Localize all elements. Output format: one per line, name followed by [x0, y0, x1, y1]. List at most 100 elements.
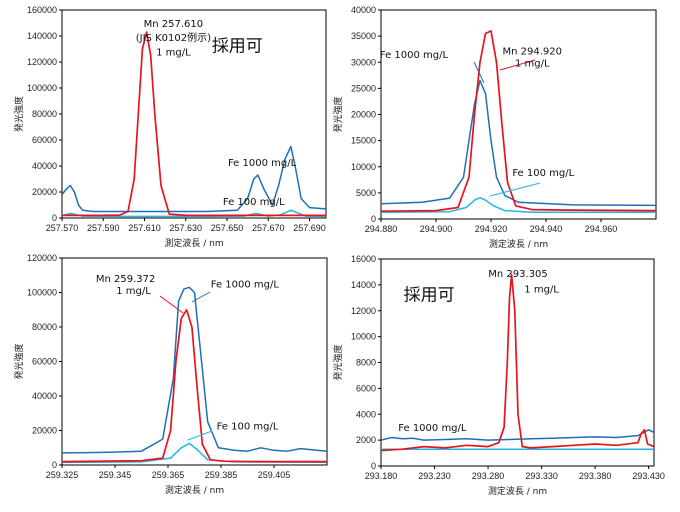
annotation-connector [473, 61, 485, 84]
x-tick-label: 257.570 [46, 223, 79, 233]
series-line-mn [62, 308, 327, 463]
y-tick-label: 16000 [351, 254, 376, 264]
y-tick-label: 120000 [27, 253, 57, 263]
annotation-connector [489, 182, 541, 197]
annotation-label: Fe 100 mg/L [512, 168, 574, 179]
annotation-label: Fe 1000 mg/L [211, 279, 280, 290]
y-tick-label: 80000 [32, 109, 57, 119]
annotation-label: 1 mg/L [524, 285, 559, 296]
y-tick-label: 12000 [351, 306, 376, 316]
y-tick-label: 0 [371, 461, 376, 471]
y-tick-label: 60000 [32, 135, 57, 145]
y-tick-label: 20000 [32, 426, 57, 436]
x-axis-title: 測定波長 / nm [164, 237, 223, 249]
annotation-label: 1 mg/L [156, 48, 191, 59]
x-tick-label: 293.380 [579, 471, 612, 481]
y-tick-label: 6000 [356, 383, 376, 393]
y-axis-title: 発光強度 [13, 96, 25, 132]
x-tick-label: 257.630 [169, 223, 202, 233]
chart-panel-2: 0 5000 10000 15000 20000 25000 30000 35000 40000… [332, 5, 657, 250]
annotation-label: Mn 259.372 [96, 274, 156, 285]
y-tick-label: 60000 [32, 357, 57, 367]
x-tick-label: 257.650 [211, 223, 244, 233]
annotation-label: (JIS K0102例示) [136, 31, 211, 44]
annotation-label: Mn 294.920 [503, 46, 563, 57]
x-tick-label: 293.230 [418, 471, 451, 481]
x-tick-label: 293.330 [525, 471, 558, 481]
x-tick-label: 259.325 [46, 470, 79, 480]
y-tick-label: 0 [52, 460, 57, 470]
series-line-fe1000 [62, 145, 326, 213]
annotation-connector [159, 295, 184, 314]
y-tick-label: 100000 [27, 288, 57, 298]
y-tick-label: 40000 [32, 391, 57, 401]
x-axis-title: 測定波長 / nm [488, 485, 547, 497]
chart-panel-1: 0 20000 40000 60000 80000 100000 120000 140000 1… [13, 5, 327, 249]
x-tick-label: 293.280 [472, 471, 505, 481]
y-tick-label: 20000 [351, 110, 376, 120]
annotation-label: Fe 1000 mg/L [380, 50, 449, 61]
annotation-connector [499, 59, 536, 71]
annotation-label: Fe 100 mg/L [223, 197, 285, 208]
annotation-label: Fe 1000 mg/L [398, 423, 467, 434]
x-tick-label: 293.430 [632, 471, 665, 481]
x-tick-label: 294.920 [475, 224, 508, 234]
series-line-mn [62, 31, 326, 217]
x-axis-title: 測定波長 / nm [489, 238, 548, 250]
x-tick-label: 259.385 [205, 470, 238, 480]
y-tick-label: 10000 [351, 162, 376, 172]
annotation-label: 1 mg/L [116, 286, 151, 297]
y-tick-label: 120000 [27, 57, 57, 67]
y-tick-label: 25000 [351, 83, 376, 93]
annotation-label: Fe 100 mg/L [217, 422, 279, 433]
x-tick-label: 259.405 [258, 470, 291, 480]
x-tick-label: 257.690 [293, 223, 326, 233]
y-tick-label: 30000 [351, 57, 376, 67]
annotation-label: Fe 1000 mg/L [228, 158, 297, 169]
x-axis-title: 測定波長 / nm [165, 484, 224, 496]
y-tick-label: 14000 [351, 280, 376, 290]
annotation-connector [191, 291, 211, 303]
series-line-mn [381, 30, 656, 213]
x-tick-label: 259.365 [152, 470, 185, 480]
x-tick-label: 293.180 [365, 471, 398, 481]
y-tick-label: 35000 [351, 31, 376, 41]
y-tick-label: 100000 [27, 83, 57, 93]
y-tick-label: 80000 [32, 322, 57, 332]
series-line-fe1000 [62, 286, 327, 454]
x-tick-label: 294.880 [365, 224, 398, 234]
x-tick-label: 294.900 [420, 224, 453, 234]
annotation-connector [187, 430, 213, 441]
plot-frame [380, 9, 657, 220]
x-tick-label: 294.960 [585, 224, 618, 234]
y-tick-label: 5000 [356, 188, 376, 198]
y-tick-label: 0 [371, 214, 376, 224]
chart-panel-3: 0 20000 40000 60000 80000 100000 120000 259.325… [13, 253, 328, 496]
y-tick-label: 140000 [27, 31, 57, 41]
y-axis-title: 発光強度 [332, 344, 344, 380]
x-tick-label: 257.590 [87, 223, 120, 233]
series-line-fe100 [381, 196, 656, 213]
x-tick-label: 257.670 [252, 223, 285, 233]
usability-label: 採用可 [404, 285, 455, 305]
chart-panel-4: 0 2000 4000 6000 8000 10000 12000 14000 16000 293… [332, 254, 665, 497]
x-tick-label: 259.345 [99, 470, 132, 480]
x-tick-label: 257.610 [128, 223, 161, 233]
usability-label: 採用可 [212, 37, 263, 57]
y-tick-label: 2000 [356, 435, 376, 445]
y-tick-label: 15000 [351, 136, 376, 146]
y-tick-label: 4000 [356, 409, 376, 419]
y-tick-label: 10000 [351, 332, 376, 342]
series-line-fe1000 [381, 79, 656, 207]
y-tick-label: 40000 [32, 161, 57, 171]
annotation-label: Mn 293.305 [488, 269, 548, 280]
y-axis-title: 発光強度 [332, 96, 344, 132]
y-tick-label: 20000 [32, 187, 57, 197]
series-line-fe1000 [381, 429, 654, 441]
y-axis-title: 発光強度 [13, 343, 25, 379]
y-tick-label: 160000 [27, 5, 57, 15]
annotation-label: Mn 257.610 [144, 19, 204, 30]
x-tick-label: 294.940 [530, 224, 563, 234]
y-tick-label: 40000 [351, 5, 376, 15]
